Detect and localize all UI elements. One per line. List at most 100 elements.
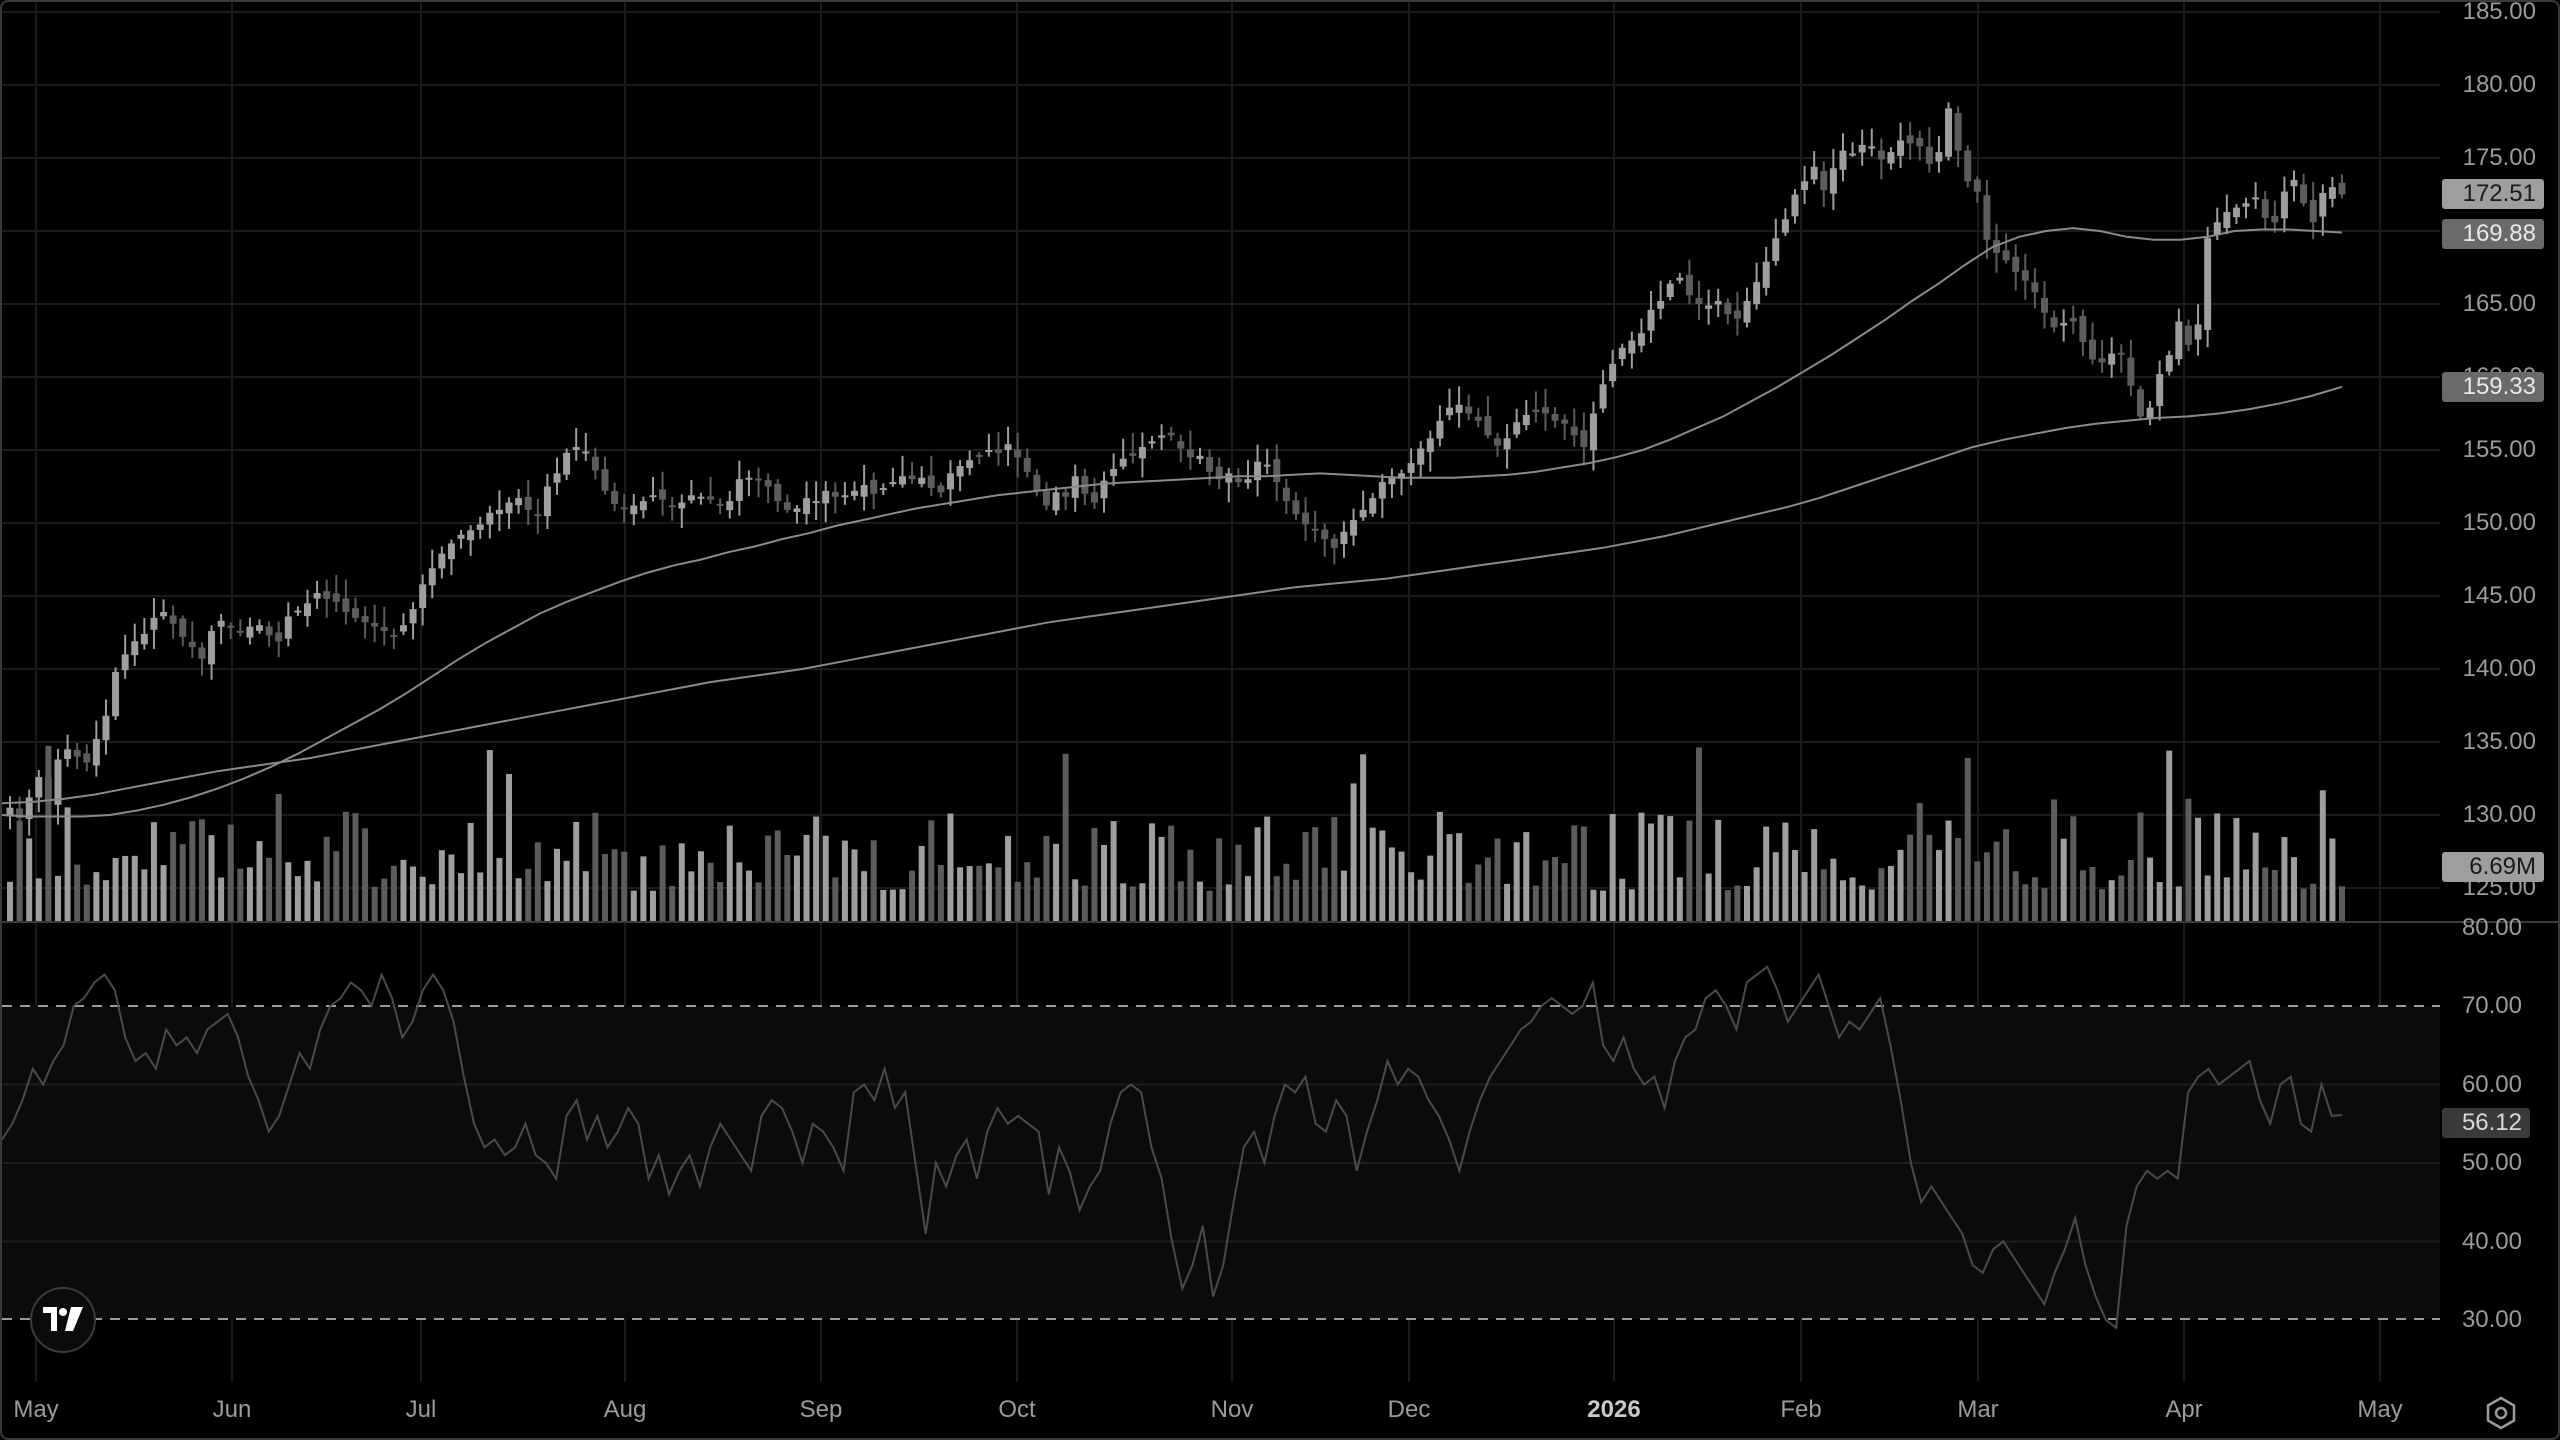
candle-body: [476, 524, 484, 530]
candle-body: [2021, 270, 2029, 281]
volume-bar: [573, 821, 580, 921]
candle-body: [937, 485, 945, 493]
candle-body: [2156, 374, 2164, 407]
candle-body: [1369, 498, 1377, 514]
candle-body: [25, 797, 33, 819]
candle-body: [1148, 441, 1156, 444]
candle-body: [2261, 199, 2269, 218]
volume-bar: [1753, 867, 1760, 921]
candle-body: [783, 502, 791, 510]
volume-bar: [889, 889, 896, 921]
volume-bar: [189, 821, 196, 921]
candle-body: [1522, 414, 1530, 426]
time-axis-label: Feb: [1780, 1396, 1822, 1423]
candle-body: [160, 612, 168, 617]
volume-bar: [1772, 852, 1779, 921]
volume-bar: [1417, 879, 1424, 921]
candle-body: [467, 530, 475, 541]
volume-bar: [429, 884, 436, 921]
volume-bar: [314, 881, 321, 921]
candle-body: [591, 456, 599, 471]
volume-bar: [1542, 860, 1549, 921]
candle-body: [1839, 150, 1847, 170]
candle-body: [1129, 453, 1137, 456]
volume-bar: [304, 860, 311, 921]
candle-body: [131, 641, 139, 656]
candle-body: [112, 671, 120, 717]
candle-body: [1330, 538, 1338, 548]
volume-bar: [1830, 858, 1837, 921]
volume-bar: [2108, 880, 2115, 921]
volume-bar: [678, 843, 685, 921]
candle-body: [822, 490, 830, 504]
gear-icon[interactable]: [2484, 1396, 2518, 1430]
candle-body: [2041, 297, 2049, 313]
rsi-axis-label: 60.00: [2461, 1070, 2522, 1098]
candle-body: [898, 476, 906, 485]
candle-body: [1858, 144, 1866, 153]
volume-bar: [1609, 813, 1616, 921]
candle-body: [1637, 333, 1645, 346]
volume-bar: [1225, 884, 1232, 921]
volume-bar: [390, 865, 397, 921]
volume-bar: [1916, 803, 1923, 921]
candle-body: [860, 485, 868, 497]
candle-body: [553, 473, 561, 483]
volume-bar: [793, 855, 800, 921]
candle-body: [2213, 222, 2221, 236]
volume-bar: [534, 842, 541, 921]
candle-body: [457, 534, 465, 539]
volume-bar: [477, 872, 484, 921]
candle-body: [188, 641, 196, 648]
candle-body: [1225, 473, 1233, 483]
candle-body: [1398, 473, 1406, 479]
candle-body: [2271, 215, 2279, 223]
candle-body: [121, 654, 129, 671]
candle-body: [1973, 179, 1981, 192]
volume-bar: [1590, 889, 1597, 921]
candle-body: [620, 507, 628, 510]
candle-body: [1014, 449, 1022, 458]
candle-body: [313, 593, 321, 599]
candle-body: [2002, 250, 2010, 261]
volume-bar: [2310, 883, 2317, 921]
volume-bar: [2127, 859, 2134, 921]
volume-bar: [1983, 852, 1990, 921]
volume-bar: [7, 881, 13, 921]
candle-body: [1273, 459, 1281, 483]
volume-bar: [1254, 827, 1261, 921]
time-axis-label: Nov: [1210, 1396, 1254, 1423]
candle-body: [1215, 466, 1223, 480]
candle-body: [2165, 355, 2173, 372]
volume-bar: [1561, 863, 1568, 921]
volume-bar: [995, 867, 1002, 921]
volume-bar: [1216, 838, 1223, 921]
volume-bar: [1388, 847, 1395, 921]
candle-body: [1945, 108, 1953, 157]
time-axis-label: Apr: [2165, 1396, 2203, 1423]
volume-bar: [2195, 817, 2202, 921]
volume-bar: [649, 890, 656, 921]
volume-bar: [208, 835, 215, 921]
volume-bar: [1196, 881, 1203, 921]
candle-body: [2252, 197, 2260, 200]
volume-bar: [640, 856, 647, 921]
volume-bar: [2118, 875, 2125, 921]
tradingview-logo[interactable]: [30, 1287, 96, 1353]
volume-bar: [1120, 883, 1127, 921]
candle-body: [1983, 195, 1991, 240]
candle-body: [649, 495, 657, 498]
candle-body: [102, 715, 110, 741]
volume-bar: [937, 864, 944, 921]
volume-bar: [294, 876, 301, 921]
volume-bar: [2147, 857, 2154, 921]
candle-body: [351, 608, 359, 618]
volume-bar: [2300, 888, 2307, 921]
candle-body: [236, 630, 244, 633]
volume-bar: [2252, 832, 2259, 921]
candle-body: [1541, 407, 1549, 414]
candle-body: [630, 505, 638, 515]
volume-bar: [1935, 850, 1942, 921]
price-axis-label: 145.00: [2462, 582, 2536, 609]
